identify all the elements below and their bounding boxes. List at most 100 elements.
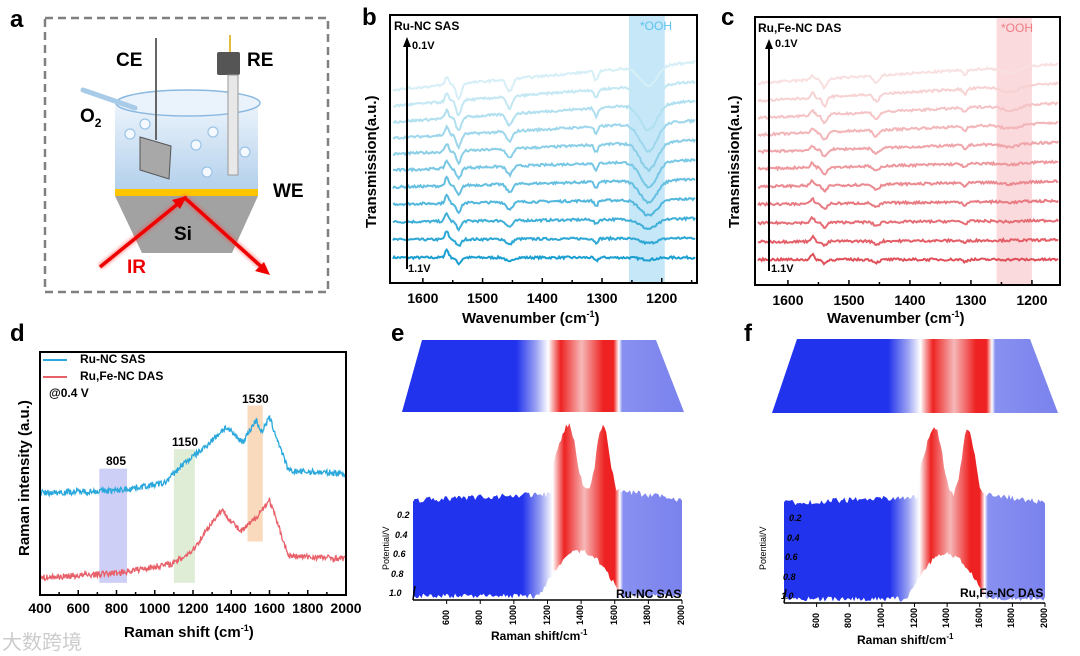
x-tick-label: 1600 (608, 604, 619, 625)
spectrum-curve (757, 140, 1059, 158)
x-tick-label: 1600 (253, 600, 286, 616)
spectrum-curve (757, 178, 1059, 193)
spectrum-curve (757, 120, 1059, 141)
x-tick-label: 1400 (526, 290, 558, 306)
chart-c-ylabel: Transmission(a.u.) (726, 95, 743, 228)
spectrum-curve (757, 196, 1059, 211)
band-label-1150: 1150 (172, 435, 199, 449)
chart-e-sample: Ru-NC SAS (616, 587, 682, 601)
arrow-head-icon (765, 39, 773, 49)
arrow-head-icon (403, 37, 411, 47)
spectrum-curve (392, 175, 696, 205)
spectrum-curve (757, 80, 1059, 109)
o2-text: O (80, 106, 95, 127)
dashed-frame (43, 16, 330, 294)
panel-label-e: e (391, 320, 405, 347)
potential-tick-label: 0.2 (789, 513, 802, 523)
chart-c-ooh-label: *OOH (1001, 21, 1034, 35)
arrow-head-icon (172, 196, 187, 209)
x-tick-label: 800 (843, 612, 854, 628)
panel-label-a: a (10, 6, 24, 33)
highlight-band (247, 405, 263, 542)
spectrum-curve (757, 252, 1059, 266)
spectrum-curve (392, 118, 696, 153)
chart-f-sample: Ru,Fe-NC DAS (960, 586, 1044, 600)
si-label: Si (174, 224, 192, 245)
chart-c-title: Ru,Fe-NC DAS (758, 21, 842, 35)
top-heatmap-projection (402, 340, 684, 412)
working-electrode (115, 189, 258, 196)
chart-e-xlabel: Raman shift/cm-1 (491, 628, 588, 643)
panel-label-d: d (10, 320, 25, 347)
x-tick-label: 1600 (407, 290, 439, 306)
x-tick-label: 1000 (139, 600, 171, 616)
surface-plot (413, 423, 682, 599)
x-tick-label: 1200 (908, 607, 919, 628)
si-prism (115, 196, 258, 253)
spectrum-curve (757, 215, 1059, 230)
re-tube (227, 74, 239, 176)
spectrum-curve (757, 234, 1059, 248)
chart-b-ylabel: Transmission(a.u.) (363, 95, 380, 228)
series-rufe-nc-das (39, 497, 347, 582)
spectrum-curve (392, 211, 696, 232)
x-tick-label: 1000 (507, 604, 518, 625)
spectrum-curve (757, 61, 1059, 91)
x-tick-label: 600 (66, 600, 90, 616)
x-tick-label: 1800 (292, 600, 324, 616)
x-tick-label: 1600 (772, 292, 804, 308)
x-tick-label: 1400 (941, 607, 952, 628)
x-tick-label: 1400 (575, 604, 586, 625)
potential-tick-label: 0.6 (785, 552, 798, 562)
x-tick-label: 2000 (330, 600, 362, 616)
x-tick-label: 1400 (215, 600, 247, 616)
x-tick-label: 800 (474, 609, 485, 625)
chart-f-ylabel: Potential/V (758, 526, 768, 570)
band-label-1530: 1530 (242, 392, 269, 406)
panel-label-c: c (721, 4, 735, 31)
x-tick-label: 800 (104, 600, 129, 616)
potential-tick-label: 0.4 (787, 532, 800, 543)
x-tick-label: 1400 (894, 292, 926, 308)
legend-ru-nc-sas: Ru-NC SAS (80, 352, 146, 366)
spectrum-curve (393, 157, 696, 189)
highlight-band (99, 468, 128, 583)
arrow-head-icon (255, 262, 270, 275)
o2-bubbles (124, 118, 251, 178)
legend-rufe-nc-das: Ru,Fe-NC DAS (80, 369, 164, 383)
o2-inlet-tube (80, 87, 138, 111)
chart-f-xlabel: Raman shift/cm-1 (857, 632, 954, 647)
x-tick-label: 1200 (646, 290, 678, 306)
spectrum-curve (392, 248, 696, 266)
spectrum-curve (392, 99, 696, 132)
series-ru-nc-sas (39, 415, 347, 498)
x-tick-label: 1300 (955, 292, 987, 308)
watermark: 大数跨境 (2, 632, 82, 654)
x-tick-label: 400 (28, 600, 52, 616)
potential-tick-label: 1.0 (781, 591, 794, 601)
x-tick-label: 1500 (833, 292, 865, 308)
potential-tick-label: 0.8 (391, 568, 404, 579)
spectrum-curve (392, 193, 696, 217)
ce-plate (139, 136, 172, 180)
chart-b-arrow-top-label: 0.1V (412, 40, 435, 52)
x-tick-label: 1200 (177, 600, 209, 616)
chart-c-arrow-top-label: 0.1V (775, 38, 798, 50)
ir-label: IR (127, 257, 146, 278)
x-tick-label: 1300 (586, 290, 618, 306)
x-tick-label: 1200 (541, 604, 552, 625)
o2-label: O2 (80, 106, 101, 130)
we-label: WE (273, 181, 304, 202)
re-label: RE (247, 50, 274, 71)
spectrum-curve (392, 138, 697, 173)
surface-plot (784, 427, 1045, 602)
ir-cell-schematic (43, 16, 330, 294)
potential-tick-label: 0.4 (395, 529, 408, 540)
o2-subscript: 2 (94, 115, 102, 130)
highlight-band (173, 449, 195, 583)
x-tick-label: 1600 (973, 607, 984, 628)
potential-axis (412, 585, 416, 601)
